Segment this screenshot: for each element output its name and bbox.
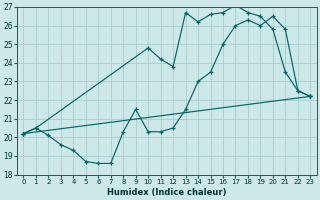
X-axis label: Humidex (Indice chaleur): Humidex (Indice chaleur) [107,188,227,197]
